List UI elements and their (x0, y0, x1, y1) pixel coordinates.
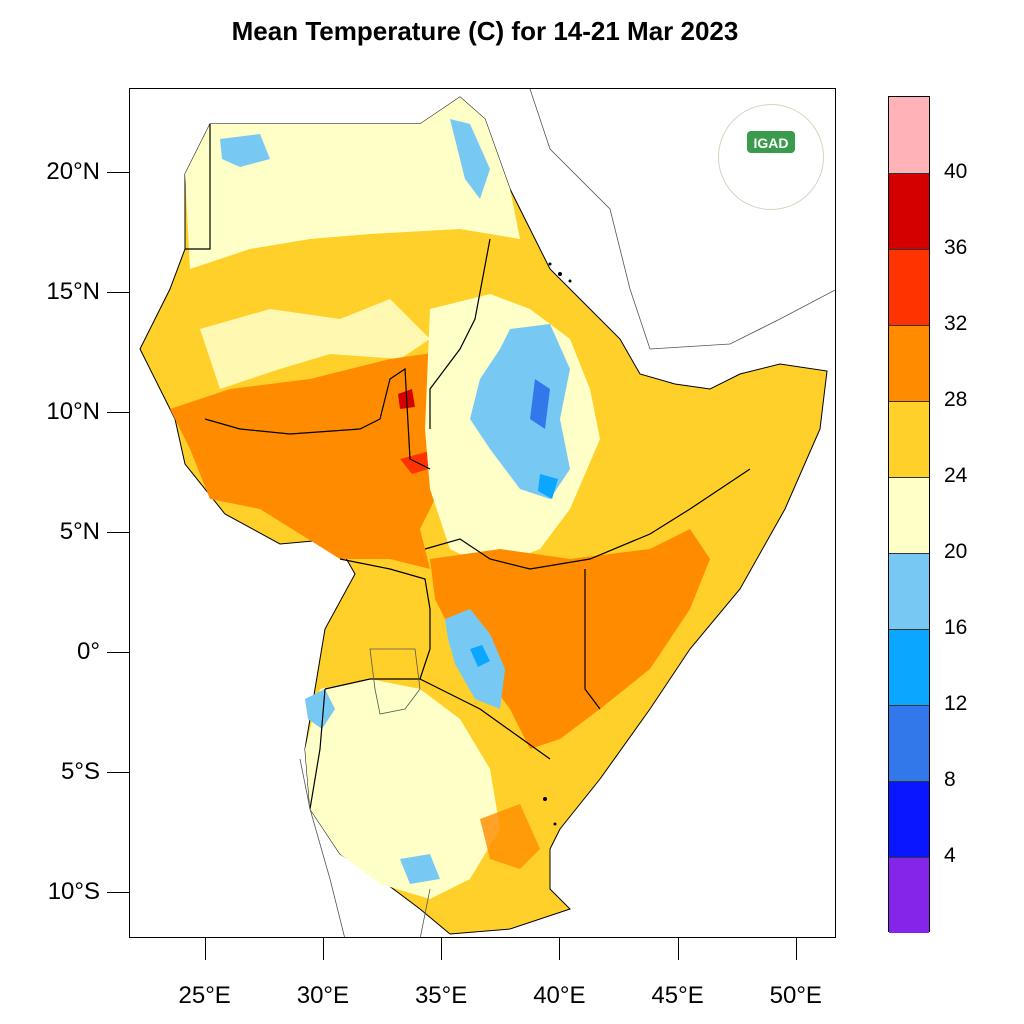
colorbar-label: 20 (944, 540, 968, 563)
latitude-tick-label: 15°N (46, 278, 100, 306)
longitude-tick-label: 25°E (178, 982, 231, 1009)
region-south-blue (400, 854, 440, 884)
region-redsea-blue (450, 119, 490, 199)
colorbar-label: 40 (944, 160, 968, 183)
region-north-blue (220, 134, 270, 167)
colorbar-bin (889, 553, 929, 629)
colorbar-bin (889, 173, 929, 249)
coastline-islands (543, 262, 572, 826)
map-title: Mean Temperature (C) for 14-21 Mar 2023 (231, 16, 739, 46)
colorbar-bin (889, 477, 929, 553)
igad-logo: IGAD (718, 104, 824, 210)
longitude-tick (677, 938, 679, 960)
region-tanzania-pale (305, 679, 500, 899)
colorbar-label: 36 (944, 236, 968, 259)
latitude-tick (107, 652, 129, 654)
latitude-tick-label: 5°S (61, 758, 100, 786)
longitude-tick-label: 45°E (651, 982, 704, 1009)
colorbar-bin (889, 401, 929, 477)
colorbar-label: 12 (944, 692, 968, 715)
region-north-pale (185, 97, 520, 269)
longitude-tick (441, 938, 443, 960)
longitude-tick (322, 938, 324, 960)
longitude-tick (204, 938, 206, 960)
longitude-tick-label: 35°E (414, 982, 468, 1009)
longitude-tick (795, 938, 797, 960)
temperature-map (129, 88, 836, 938)
latitude-tick-label: 20°N (46, 158, 100, 186)
latitude-tick (107, 892, 129, 894)
region-lake-blue (305, 689, 335, 729)
latitude-tick (107, 172, 129, 174)
latitude-tick (107, 412, 129, 414)
region-sahara-pale (200, 299, 430, 389)
colorbar-label: 24 (944, 464, 968, 487)
igad-logo-badge (747, 131, 795, 153)
latitude-tick (107, 772, 129, 774)
colorbar-bin (889, 629, 929, 705)
longitude-tick-label: 50°E (769, 982, 822, 1009)
region-kenya-deepblue (470, 645, 490, 667)
colorbar-label: 16 (944, 616, 968, 639)
latitude-tick-label: 10°N (46, 398, 100, 426)
colorbar-bin (889, 325, 929, 401)
latitude-tick-label: 0° (77, 638, 100, 666)
colorbar-bin (889, 97, 929, 173)
longitude-tick-label: 40°E (533, 982, 586, 1009)
colorbar-bin (889, 249, 929, 325)
colorbar-label: 4 (944, 844, 956, 867)
region-ethiopia-deepblue-2 (538, 474, 558, 499)
region-tanzania-orange (480, 804, 540, 869)
colorbar-label: 32 (944, 312, 968, 335)
igad-logo-text: IGAD (753, 135, 789, 151)
region-ethiopia-blue (470, 324, 570, 499)
latitude-tick (107, 292, 129, 294)
map-canvas (139, 89, 835, 937)
colorbar-bin (889, 781, 929, 857)
region-ethiopia-deepblue (530, 379, 550, 429)
latitude-tick-label: 10°S (47, 878, 100, 906)
colorbar (888, 96, 930, 933)
colorbar-label: 8 (944, 768, 956, 791)
colorbar-bin (889, 857, 929, 933)
longitude-tick-label: 30°E (296, 982, 350, 1009)
longitude-tick (559, 938, 561, 960)
colorbar-bin (889, 705, 929, 781)
neighbor-outlines (299, 89, 835, 937)
colorbar-label: 28 (944, 388, 968, 411)
country-borders (185, 124, 751, 810)
latitude-tick (107, 532, 129, 534)
latitude-tick-label: 5°N (59, 518, 100, 546)
